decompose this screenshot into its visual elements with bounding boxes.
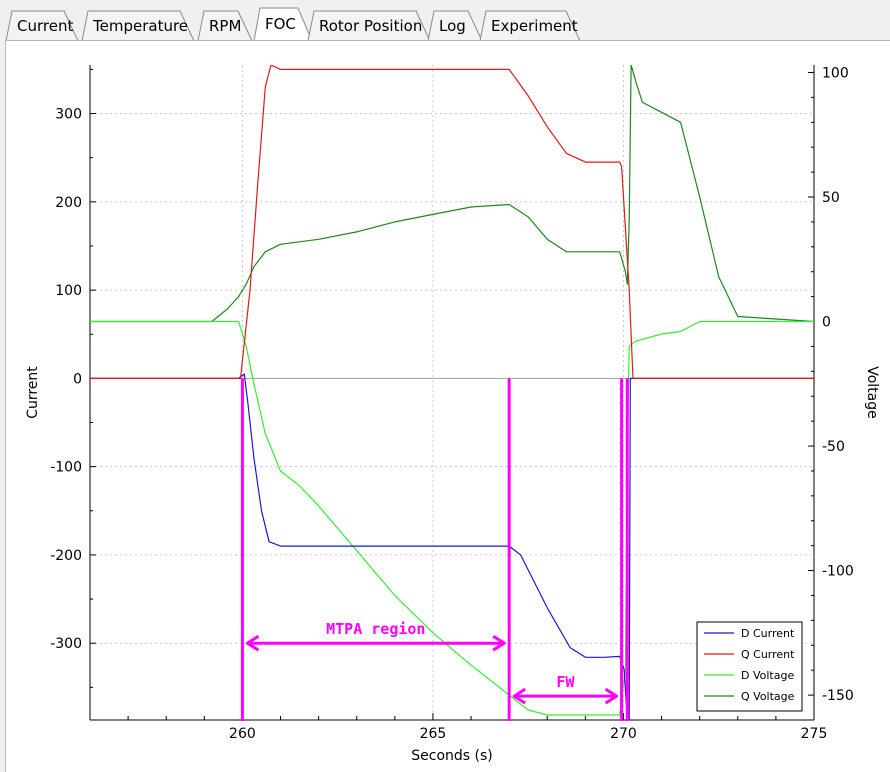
y-right-tick-label: -150	[822, 688, 854, 704]
x-tick-label: 265	[420, 726, 447, 742]
legend: D Current Q Current D Voltage Q Voltage	[696, 621, 803, 712]
x-tick-label: 270	[610, 726, 637, 742]
tab-rotor-position-shape	[307, 10, 431, 41]
y-left-tick-label: 100	[55, 283, 82, 299]
tab-experiment[interactable]: Experiment	[491, 17, 578, 35]
annotation-arrow-head-right	[604, 687, 619, 705]
tab-experiment-shape	[479, 10, 581, 41]
y-right-tick-label: 0	[822, 315, 831, 331]
y-right-tick-label: -50	[822, 439, 845, 455]
series-q-current	[90, 65, 814, 379]
legend-label: Q Voltage	[741, 690, 795, 703]
tab-log-shape	[427, 10, 483, 41]
y-left-tick-label: 300	[55, 107, 82, 123]
annotation-group: MTPA region FW	[240, 378, 629, 721]
y-left-axis-label: Current	[25, 366, 41, 419]
tab-foc[interactable]: FOC	[265, 15, 296, 33]
tab-current-shape	[5, 10, 79, 41]
annotation-arrow-head-left	[512, 687, 526, 705]
tab-foc-shape	[253, 7, 313, 41]
foc-plot-panel: 260 265 270 275 300 200 100 0 -100 -200 -300 100 50 0…	[5, 40, 890, 772]
tab-temperature-shape	[81, 10, 195, 41]
tab-shapes	[5, 7, 581, 41]
y-left-tick-label: -200	[50, 548, 82, 564]
tab-rpm[interactable]: RPM	[209, 17, 242, 35]
y-right-tick-label: 100	[822, 65, 849, 81]
x-tick-label: 275	[801, 726, 828, 742]
tab-rotor-position[interactable]: Rotor Position	[319, 17, 423, 35]
y-right-axis-label: Voltage	[864, 366, 880, 419]
annotation-arrow-head-right	[492, 634, 506, 652]
series-q-voltage	[90, 65, 814, 323]
series-group	[90, 65, 814, 720]
foc-chart: 260 265 270 275 300 200 100 0 -100 -200 -300 100 50 0…	[25, 65, 880, 764]
annotation-label: MTPA region	[326, 620, 425, 638]
tab-log[interactable]: Log	[439, 17, 466, 35]
y-left-tick-label: 0	[73, 371, 82, 387]
annotation-label: FW	[556, 673, 575, 691]
x-axis-label: Seconds (s)	[411, 748, 492, 764]
y-left-tick-label: 200	[55, 195, 82, 211]
y-right-tick-label: -100	[822, 564, 854, 580]
tab-rpm-shape	[197, 10, 253, 41]
y-left-tick-label: -100	[50, 460, 82, 476]
tab-temperature[interactable]: Temperature	[93, 17, 189, 35]
legend-label: D Voltage	[741, 669, 794, 682]
legend-label: D Current	[741, 627, 795, 640]
y-right-tick-label: 50	[822, 190, 840, 206]
legend-label: Q Current	[741, 648, 795, 661]
annotation-arrow-head-left	[245, 634, 260, 652]
tab-bar: Current Temperature RPM FOC Rotor Position Lo…	[0, 0, 890, 41]
x-tick-label: 260	[229, 726, 256, 742]
y-left-tick-label: -300	[50, 636, 82, 652]
series-d-current	[90, 373, 814, 720]
tab-current[interactable]: Current	[17, 17, 74, 35]
series-d-voltage	[90, 320, 814, 716]
